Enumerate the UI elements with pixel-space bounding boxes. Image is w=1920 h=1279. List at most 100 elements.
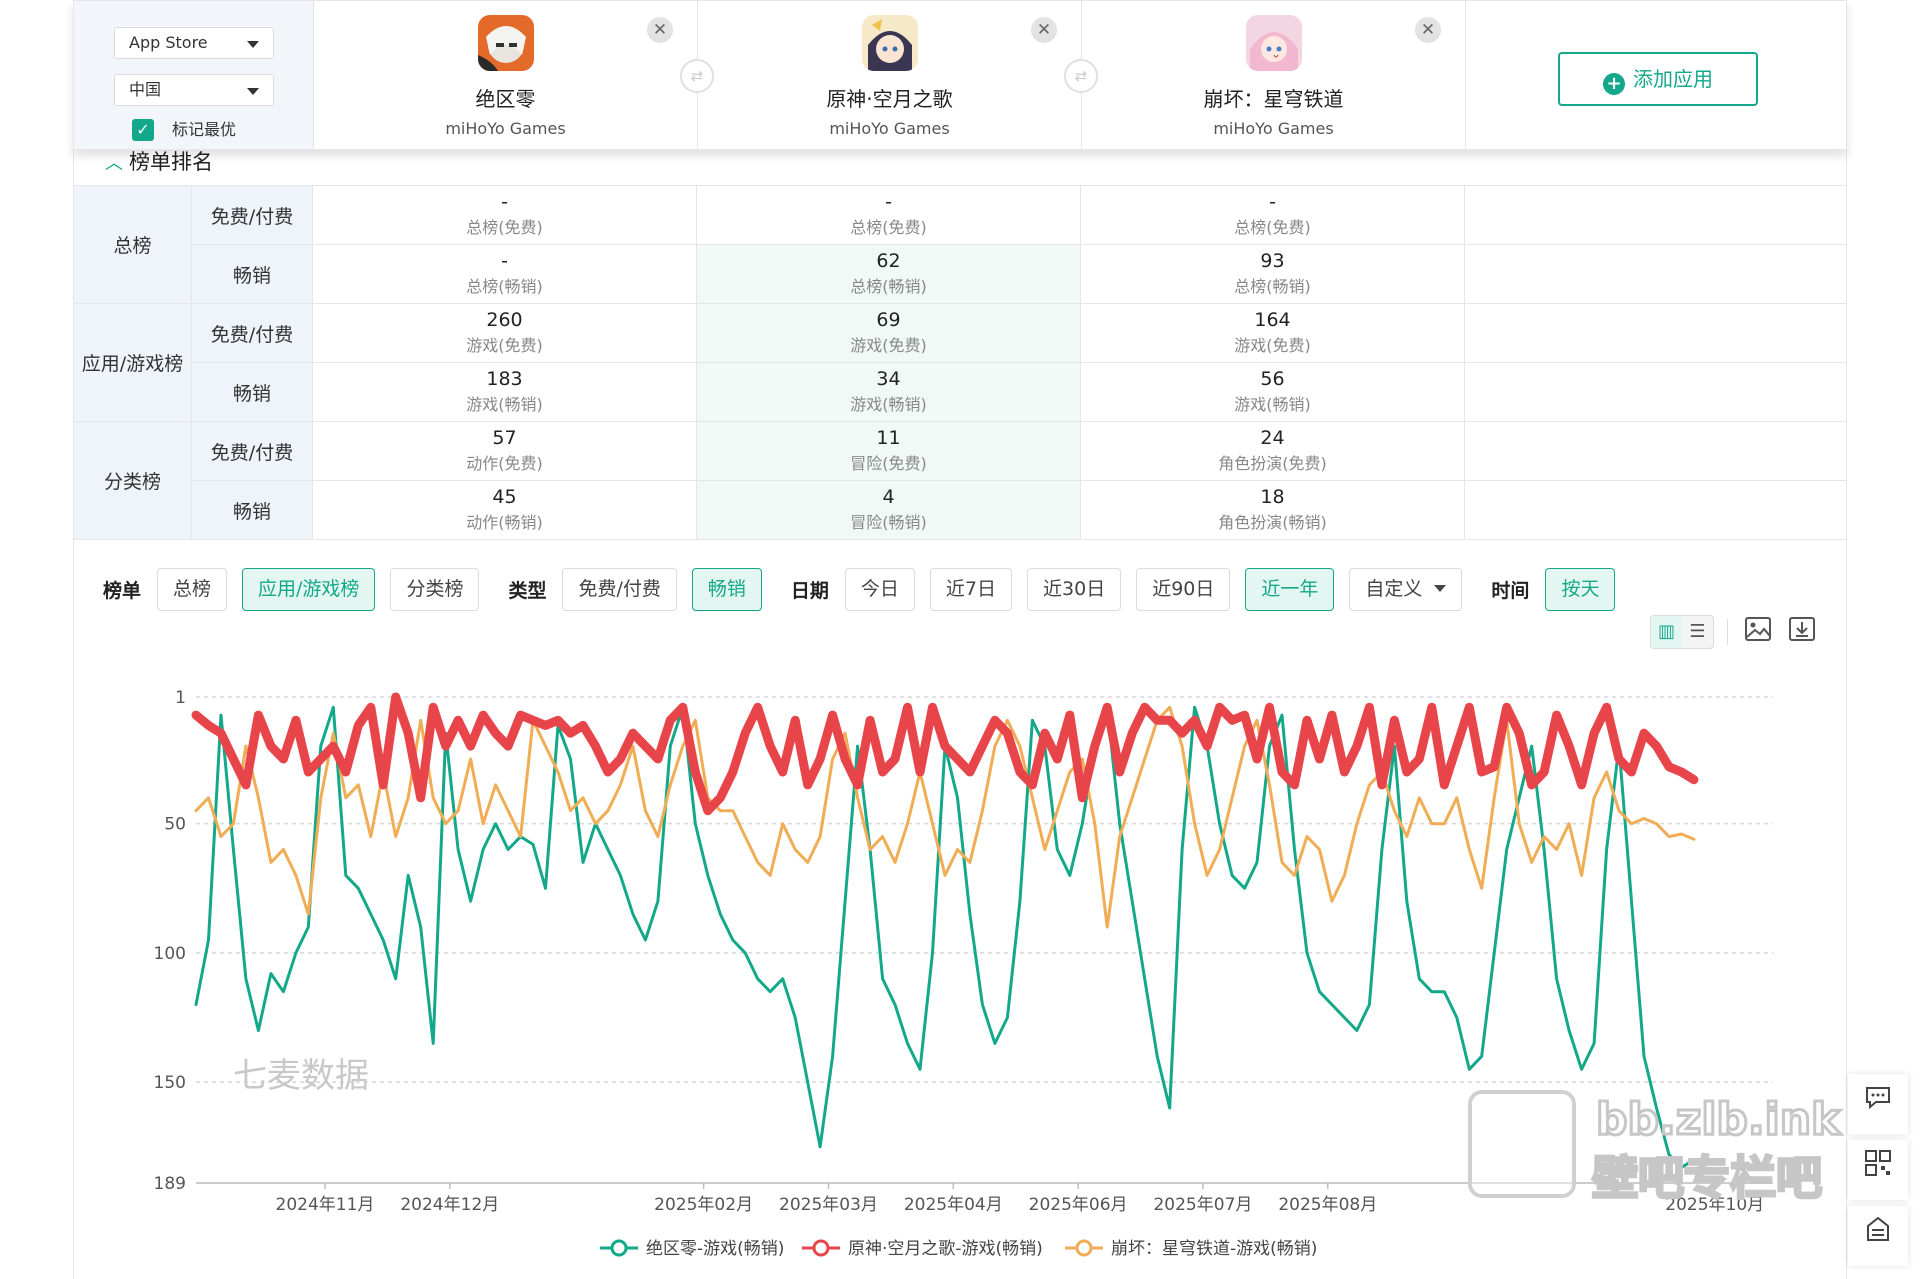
- rank-cell: 56 游戏(畅销): [1080, 362, 1465, 422]
- chevron-up-icon: ︿: [105, 153, 123, 174]
- rank-cell: - 总榜(免费): [312, 185, 697, 245]
- rank-value: 164: [1254, 309, 1291, 331]
- add-app-button[interactable]: + 添加应用: [1558, 52, 1758, 106]
- remove-app-close-icon[interactable]: ✕: [1415, 17, 1441, 43]
- app-publisher: miHoYo Games: [445, 119, 566, 138]
- time-option-daily[interactable]: 按天: [1545, 568, 1616, 611]
- rank-list-name: 冒险(畅销): [850, 513, 927, 532]
- star-rail-app-icon[interactable]: [1245, 15, 1302, 71]
- rank-row: 分类榜 免费/付费 57 动作(免费) 11 冒险(免费) 24 角色扮演(免费): [73, 421, 1847, 540]
- rank-value: 183: [486, 368, 523, 390]
- rank-value: 56: [1260, 368, 1285, 390]
- rank-cell: 183 游戏(畅销): [312, 362, 697, 422]
- rank-cell: 260 游戏(免费): [312, 303, 697, 363]
- feedback-icon[interactable]: [1848, 1206, 1908, 1266]
- remove-app-close-icon[interactable]: ✕: [647, 17, 673, 43]
- rank-value: 11: [876, 427, 901, 449]
- rank-list-name: 总榜(免费): [466, 218, 543, 237]
- rank-list-name: 游戏(免费): [850, 336, 927, 355]
- rank-cell: 18 角色扮演(畅销): [1080, 480, 1465, 540]
- rank-list-name: 动作(免费): [466, 454, 543, 473]
- site-watermark-name: 壁吧专栏吧: [1591, 1150, 1824, 1207]
- rank-cell: - 总榜(畅销): [312, 244, 697, 304]
- app-name: 崩坏：星穹铁道: [1203, 87, 1344, 111]
- rank-empty-cell: [1464, 244, 1847, 304]
- rank-list-name: 总榜(畅销): [466, 277, 543, 296]
- rank-value: -: [501, 191, 508, 213]
- chevron-down-icon: [247, 88, 259, 95]
- rank-value: 4: [882, 486, 895, 508]
- rank-sub-label: 畅销: [191, 244, 313, 304]
- rank-value: 62: [876, 250, 901, 272]
- rank-cell: - 总榜(免费): [696, 185, 1081, 245]
- rank-cell: 24 角色扮演(免费): [1080, 421, 1465, 481]
- rank-cell: 45 动作(畅销): [312, 480, 697, 540]
- rank-row: 畅销 183 游戏(畅销) 34 游戏(畅销) 56 游戏(畅销): [74, 362, 1847, 422]
- rank-empty-cell: [1464, 185, 1847, 245]
- genshin-app-icon[interactable]: [861, 15, 918, 71]
- list-option-category[interactable]: 分类榜: [390, 568, 480, 611]
- download-icon[interactable]: [1785, 615, 1819, 649]
- rank-list-name: 游戏(畅销): [850, 395, 927, 414]
- rank-sub-label: 畅销: [191, 362, 313, 422]
- qr-code-icon[interactable]: [1848, 1140, 1908, 1200]
- date-option-90d[interactable]: 近90日: [1136, 568, 1231, 611]
- add-app-column: + 添加应用: [1466, 1, 1846, 149]
- rank-sub-label: 畅销: [191, 480, 313, 540]
- rank-list-name: 角色扮演(畅销): [1218, 513, 1327, 532]
- rank-cell: 93 总榜(畅销): [1080, 244, 1465, 304]
- date-option-today[interactable]: 今日: [844, 568, 915, 611]
- region-select[interactable]: 中国: [114, 74, 274, 106]
- chat-icon[interactable]: [1848, 1074, 1908, 1134]
- remove-app-close-icon[interactable]: ✕: [1031, 17, 1057, 43]
- rank-row: 总榜 免费/付费 - 总榜(免费) - 总榜(免费) - 总榜(免费): [73, 185, 1847, 304]
- swap-icon[interactable]: ⇄: [1064, 59, 1098, 93]
- compare-header: App Store 中国 ✓ 标记最优 绝区零 miHoYo Games ✕ ⇄…: [73, 0, 1847, 150]
- app-column-2: 原神·空月之歌 miHoYo Games ✕ ⇄: [698, 1, 1098, 149]
- app-column-3: 崩坏：星穹铁道 miHoYo Games ✕: [1082, 1, 1466, 149]
- chart-filters: 榜单 总榜 应用/游戏榜 分类榜 类型 免费/付费 畅销 日期 今日 近7日 近…: [103, 568, 1630, 611]
- chevron-down-icon: [247, 41, 259, 48]
- image-export-icon[interactable]: [1741, 615, 1775, 649]
- plus-icon: +: [1603, 73, 1625, 95]
- compare-settings: App Store 中国 ✓ 标记最优: [74, 1, 314, 149]
- rank-cell: 57 动作(免费): [312, 421, 697, 481]
- rank-list-name: 游戏(畅销): [466, 395, 543, 414]
- type-option-grossing[interactable]: 畅销: [691, 568, 762, 611]
- app-column-1: 绝区零 miHoYo Games ✕ ⇄: [314, 1, 714, 149]
- date-option-30d[interactable]: 近30日: [1027, 568, 1122, 611]
- mark-best-checkbox[interactable]: ✓: [132, 119, 154, 141]
- date-option-1y[interactable]: 近一年: [1245, 568, 1335, 611]
- rank-value: 45: [492, 486, 517, 508]
- store-select[interactable]: App Store: [114, 27, 274, 59]
- date-option-7d[interactable]: 近7日: [929, 568, 1013, 611]
- rank-value: -: [885, 191, 892, 213]
- rank-value: -: [501, 250, 508, 272]
- rank-value: 69: [876, 309, 901, 331]
- list-view-icon[interactable]: ☰: [1689, 621, 1706, 642]
- type-filter-label: 类型: [508, 580, 547, 602]
- rank-list-name: 游戏(畅销): [1234, 395, 1311, 414]
- zzz-app-icon[interactable]: [477, 15, 534, 71]
- section-title[interactable]: ︿ 榜单排名: [105, 146, 213, 176]
- list-option-overall[interactable]: 总榜: [157, 568, 228, 611]
- time-filter-label: 时间: [1491, 580, 1530, 602]
- date-custom-select[interactable]: 自定义: [1349, 568, 1463, 611]
- rank-group-label: 总榜: [73, 185, 192, 304]
- rank-empty-cell: [1464, 421, 1847, 481]
- swap-icon[interactable]: ⇄: [680, 59, 714, 93]
- type-option-free-paid[interactable]: 免费/付费: [562, 568, 677, 611]
- mark-best-label: 标记最优: [172, 120, 237, 139]
- rank-row: 畅销 45 动作(畅销) 4 冒险(畅销) 18 角色扮演(畅销): [74, 480, 1847, 540]
- rank-value: -: [1269, 191, 1276, 213]
- section-title-text: 榜单排名: [129, 150, 213, 174]
- bar-chart-icon[interactable]: ▥: [1651, 616, 1682, 648]
- rank-empty-cell: [1464, 362, 1847, 422]
- rank-row: 应用/游戏榜 免费/付费 260 游戏(免费) 69 游戏(免费) 164 游戏(免费): [73, 303, 1847, 422]
- rank-list-name: 总榜(免费): [1234, 218, 1311, 237]
- rank-cell: 4 冒险(畅销): [696, 480, 1081, 540]
- date-filter-label: 日期: [790, 580, 829, 602]
- list-option-app-game[interactable]: 应用/游戏榜: [242, 568, 376, 611]
- rank-cell: - 总榜(免费): [1080, 185, 1465, 245]
